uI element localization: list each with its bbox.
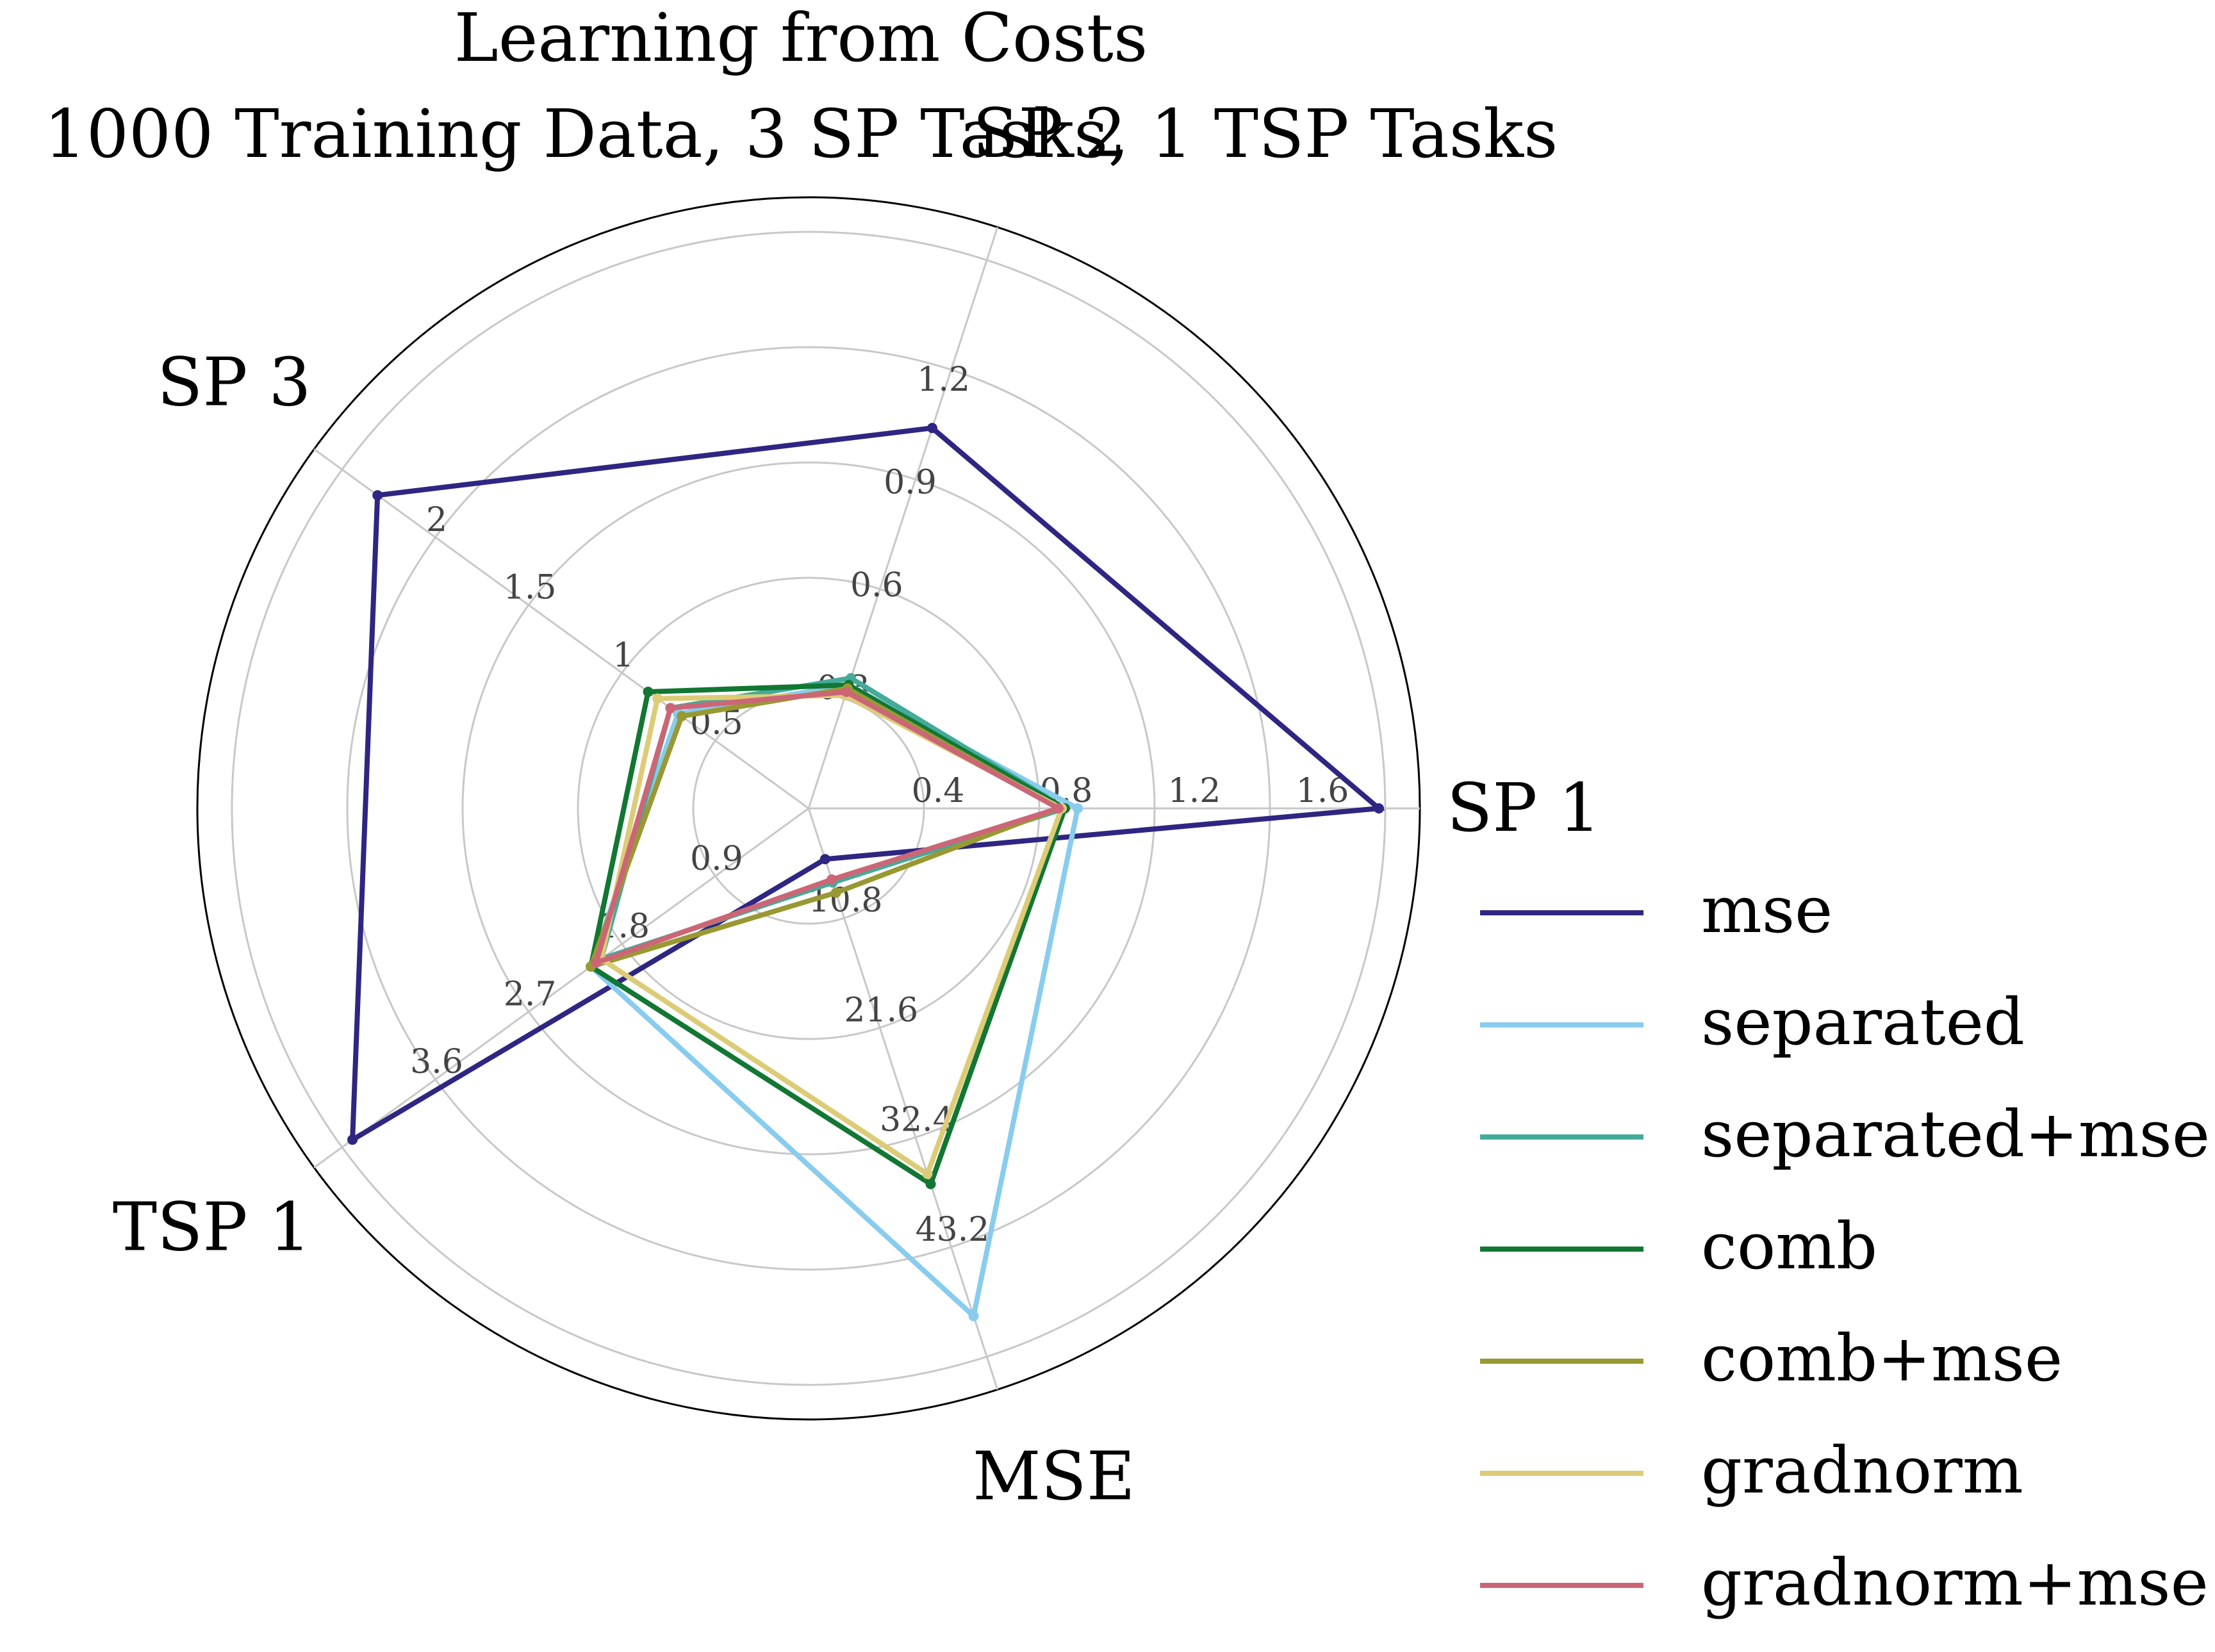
data-point bbox=[968, 1311, 979, 1321]
axis-label: SP 2 bbox=[973, 94, 1126, 172]
chart-title: Learning from Costs bbox=[454, 0, 1148, 77]
radar-grid: 0.40.81.21.60.30.60.91.20.511.520.91.82.… bbox=[196, 196, 1421, 1421]
data-point bbox=[926, 423, 937, 434]
tick-label: 1.2 bbox=[1168, 772, 1221, 810]
data-point bbox=[372, 490, 383, 501]
data-point bbox=[347, 1134, 358, 1145]
tick-label: 21.6 bbox=[844, 991, 918, 1029]
legend-label: gradnorm bbox=[1701, 1433, 2023, 1508]
axis-line bbox=[807, 227, 999, 809]
data-point bbox=[1073, 803, 1083, 814]
series-comb-plus-mse-line bbox=[586, 685, 1065, 971]
axis-line bbox=[313, 448, 809, 810]
axis-labels: SP 1 SP 2 SP 3 TSP 1 MSE bbox=[113, 94, 1601, 1515]
tick-label: 2 bbox=[426, 501, 447, 539]
legend-label: comb+mse bbox=[1701, 1321, 2063, 1396]
data-point bbox=[841, 687, 852, 698]
series-comb-line bbox=[588, 682, 1068, 1188]
data-point bbox=[925, 1179, 936, 1190]
data-point bbox=[652, 693, 663, 704]
series-gradnorm-line bbox=[598, 692, 1065, 1178]
axis-label: SP 3 bbox=[157, 343, 311, 421]
data-point bbox=[665, 703, 676, 714]
chart-subtitle: 1000 Training Data, 3 SP Tasks, 1 TSP Ta… bbox=[44, 95, 1558, 173]
data-point bbox=[676, 711, 687, 722]
series-mse-line bbox=[349, 425, 1385, 1145]
data-point bbox=[591, 957, 602, 968]
data-point bbox=[827, 874, 837, 885]
tick-label: 1.2 bbox=[917, 361, 970, 399]
legend: mse separated separated+mse comb comb+mse gra… bbox=[1480, 872, 2210, 1620]
legend-label: mse bbox=[1701, 872, 1832, 947]
data-point bbox=[830, 887, 841, 898]
axis-line bbox=[807, 808, 999, 1390]
data-point bbox=[643, 687, 654, 698]
axis-line bbox=[313, 807, 809, 1168]
legend-label: gradnorm+mse bbox=[1701, 1545, 2209, 1620]
axis-label: TSP 1 bbox=[113, 1188, 311, 1266]
legend-label: separated bbox=[1701, 985, 2025, 1059]
data-point bbox=[922, 1168, 933, 1179]
tick-label: 1 bbox=[613, 636, 634, 675]
tick-label: 1.5 bbox=[504, 569, 557, 607]
legend-label: separated+mse bbox=[1701, 1097, 2210, 1172]
tick-label: 3.6 bbox=[410, 1043, 463, 1081]
legend-label: comb bbox=[1701, 1209, 1877, 1284]
tick-label: 43.2 bbox=[916, 1211, 990, 1249]
axis-label: MSE bbox=[973, 1437, 1135, 1516]
tick-label: 0.4 bbox=[912, 772, 965, 810]
data-point bbox=[1053, 803, 1064, 814]
tick-label: 0.9 bbox=[884, 464, 937, 502]
tick-label: 0.9 bbox=[690, 840, 743, 878]
tick-label: 2.7 bbox=[504, 975, 557, 1013]
data-point bbox=[1374, 803, 1384, 814]
series-gradnorm-plus-mse-line bbox=[592, 689, 1066, 967]
data-point bbox=[819, 854, 830, 865]
series-group bbox=[347, 423, 1385, 1321]
tick-label: 0.6 bbox=[850, 566, 903, 605]
axis-label: SP 1 bbox=[1447, 769, 1601, 847]
